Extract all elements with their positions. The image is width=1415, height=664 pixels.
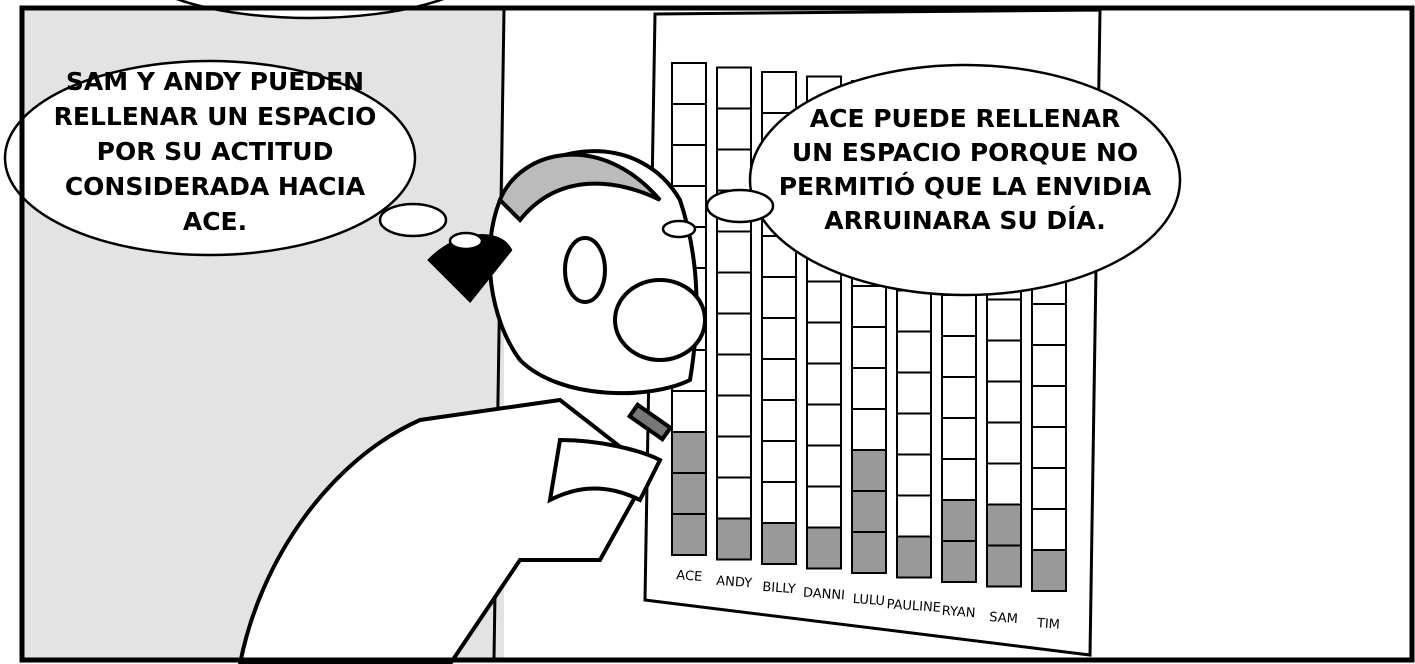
square [717, 478, 751, 519]
square [717, 314, 751, 355]
square [852, 286, 886, 327]
square [807, 405, 841, 446]
filled-square [1032, 550, 1066, 591]
filled-square [672, 514, 706, 555]
filled-square [942, 541, 976, 582]
square [762, 318, 796, 359]
column-name: BILLY [762, 580, 796, 597]
square [897, 332, 931, 373]
square [762, 441, 796, 482]
filled-square [852, 532, 886, 573]
square [672, 145, 706, 186]
thought-dot [707, 190, 773, 222]
square [1032, 345, 1066, 386]
square [942, 295, 976, 336]
square [762, 400, 796, 441]
filled-square [672, 473, 706, 514]
square [852, 368, 886, 409]
square [807, 282, 841, 323]
square [1032, 386, 1066, 427]
filled-square [987, 505, 1021, 546]
bubble-line: ACE. [183, 207, 247, 236]
square [987, 341, 1021, 382]
nose [615, 280, 705, 360]
ear [565, 238, 605, 302]
bubble-line: POR SU ACTITUD [97, 137, 334, 166]
thought-dot [380, 204, 446, 236]
column-name: LULU [852, 592, 885, 609]
square [852, 409, 886, 450]
square [717, 150, 751, 191]
square [717, 109, 751, 150]
column-name: DANNI [802, 586, 845, 604]
square [807, 487, 841, 528]
square [987, 382, 1021, 423]
square [1032, 468, 1066, 509]
filled-square [717, 519, 751, 560]
square [717, 273, 751, 314]
filled-square [942, 500, 976, 541]
square [897, 455, 931, 496]
bubble-line: PERMITIÓ QUE LA ENVIDIA [779, 171, 1152, 201]
square [942, 459, 976, 500]
thought-dot [663, 221, 695, 237]
filled-square [762, 523, 796, 564]
filled-square [897, 537, 931, 578]
bubble-line: UN ESPACIO PORQUE NO [792, 138, 1138, 167]
square [672, 391, 706, 432]
square [672, 63, 706, 104]
square [807, 323, 841, 364]
square [942, 418, 976, 459]
square [807, 446, 841, 487]
square [717, 355, 751, 396]
square [717, 232, 751, 273]
bubble-line: ARRUINARA SU DÍA. [824, 206, 1105, 235]
thought-dot [450, 233, 482, 249]
square [897, 496, 931, 537]
square [762, 277, 796, 318]
square [987, 464, 1021, 505]
square [717, 437, 751, 478]
square [762, 72, 796, 113]
square [942, 377, 976, 418]
bubble-line: CONSIDERADA HACIA [65, 172, 366, 201]
filled-square [852, 450, 886, 491]
column-name: SAM [989, 610, 1019, 627]
square [672, 104, 706, 145]
square [897, 291, 931, 332]
square [762, 482, 796, 523]
square [1032, 304, 1066, 345]
filled-square [807, 528, 841, 569]
column-name: TIM [1035, 616, 1060, 633]
filled-square [987, 546, 1021, 587]
square [1032, 509, 1066, 550]
column-name: ANDY [716, 574, 753, 591]
square [762, 359, 796, 400]
square [717, 68, 751, 109]
square [897, 373, 931, 414]
square [1032, 427, 1066, 468]
column-name: RYAN [941, 604, 976, 621]
square [942, 336, 976, 377]
bubble-line: RELLENAR UN ESPACIO [54, 102, 377, 131]
square [987, 423, 1021, 464]
comic-panel: ACEANDYBILLYDANNILULUPAULINERYANSAMTIM S… [0, 0, 1415, 664]
square [717, 396, 751, 437]
square [852, 327, 886, 368]
column-name: ACE [676, 568, 703, 585]
square [897, 414, 931, 455]
bubble-line: ACE PUEDE RELLENAR [810, 104, 1121, 133]
bubble-line: SAM Y ANDY PUEDEN [66, 67, 364, 96]
filled-square [852, 491, 886, 532]
square [987, 300, 1021, 341]
filled-square [672, 432, 706, 473]
square [807, 364, 841, 405]
